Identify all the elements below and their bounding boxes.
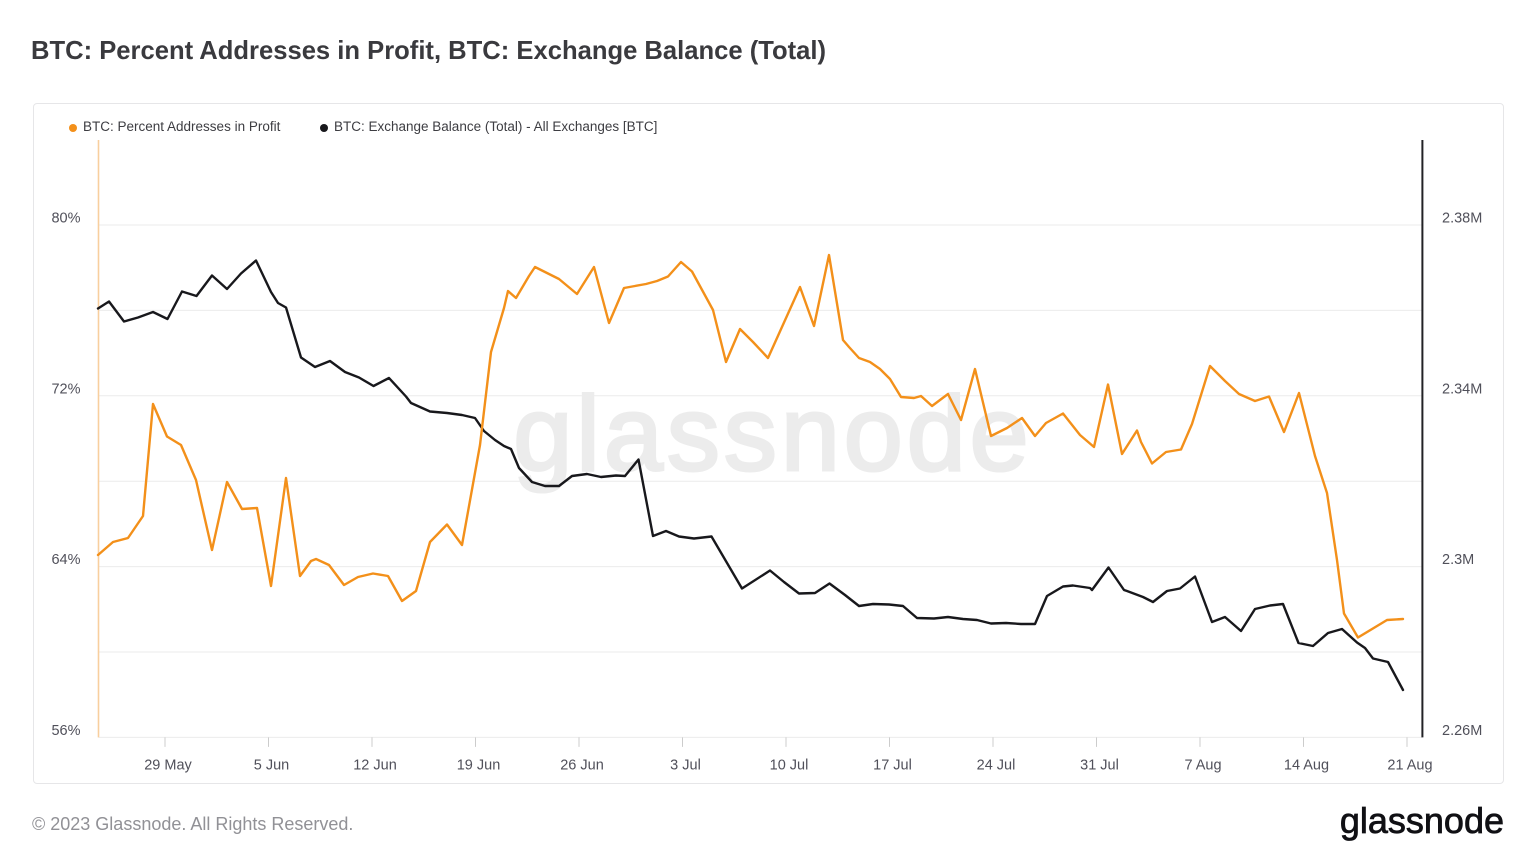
svg-text:24 Jul: 24 Jul	[977, 758, 1016, 774]
svg-text:3 Jul: 3 Jul	[670, 758, 701, 774]
svg-text:80%: 80%	[51, 211, 80, 227]
svg-text:19 Jun: 19 Jun	[457, 758, 501, 774]
svg-text:17 Jul: 17 Jul	[873, 758, 912, 774]
svg-text:72%: 72%	[51, 381, 80, 397]
svg-text:2.3M: 2.3M	[1442, 552, 1474, 568]
svg-text:5 Jun: 5 Jun	[254, 758, 289, 774]
svg-text:10 Jul: 10 Jul	[770, 758, 809, 774]
svg-text:26 Jun: 26 Jun	[560, 758, 604, 774]
svg-text:64%: 64%	[51, 552, 80, 568]
svg-text:56%: 56%	[51, 723, 80, 739]
svg-text:14 Aug: 14 Aug	[1284, 758, 1329, 774]
svg-text:2.38M: 2.38M	[1442, 211, 1482, 227]
svg-text:2.34M: 2.34M	[1442, 381, 1482, 397]
svg-text:21 Aug: 21 Aug	[1387, 758, 1432, 774]
svg-text:29 May: 29 May	[144, 758, 192, 774]
svg-text:31 Jul: 31 Jul	[1080, 758, 1119, 774]
svg-text:glassnode: glassnode	[513, 375, 1032, 493]
svg-text:2.26M: 2.26M	[1442, 723, 1482, 739]
svg-text:7 Aug: 7 Aug	[1184, 758, 1221, 774]
svg-text:12 Jun: 12 Jun	[353, 758, 397, 774]
